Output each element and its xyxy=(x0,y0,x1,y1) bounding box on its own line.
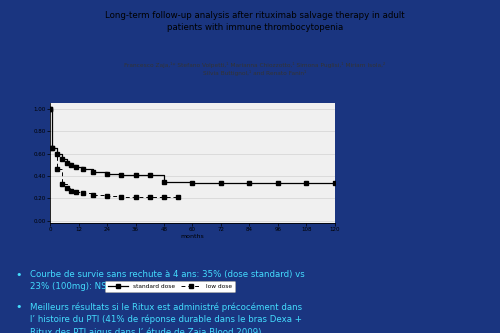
Text: Courbe de survie sans rechute à 4 ans: 35% (dose standard) vs
23% (100mg): NS: Courbe de survie sans rechute à 4 ans: 3… xyxy=(30,270,305,291)
Text: Meilleurs résultats si le Ritux est administré précocément dans
l’ histoire du P: Meilleurs résultats si le Ritux est admi… xyxy=(30,302,302,333)
Text: Francesco Zaja,¹* Stefano Volpetti,¹ Marianna Chiozzotto,¹ Simona Puglisi,¹ Miri: Francesco Zaja,¹* Stefano Volpetti,¹ Mar… xyxy=(124,62,386,76)
Legend: standard dose, low dose: standard dose, low dose xyxy=(104,281,234,292)
X-axis label: months: months xyxy=(180,234,204,239)
Text: •: • xyxy=(15,302,22,312)
Text: Long-term follow-up analysis after rituximab salvage therapy in adult
patients w: Long-term follow-up analysis after ritux… xyxy=(105,11,405,32)
Text: •: • xyxy=(15,270,22,280)
